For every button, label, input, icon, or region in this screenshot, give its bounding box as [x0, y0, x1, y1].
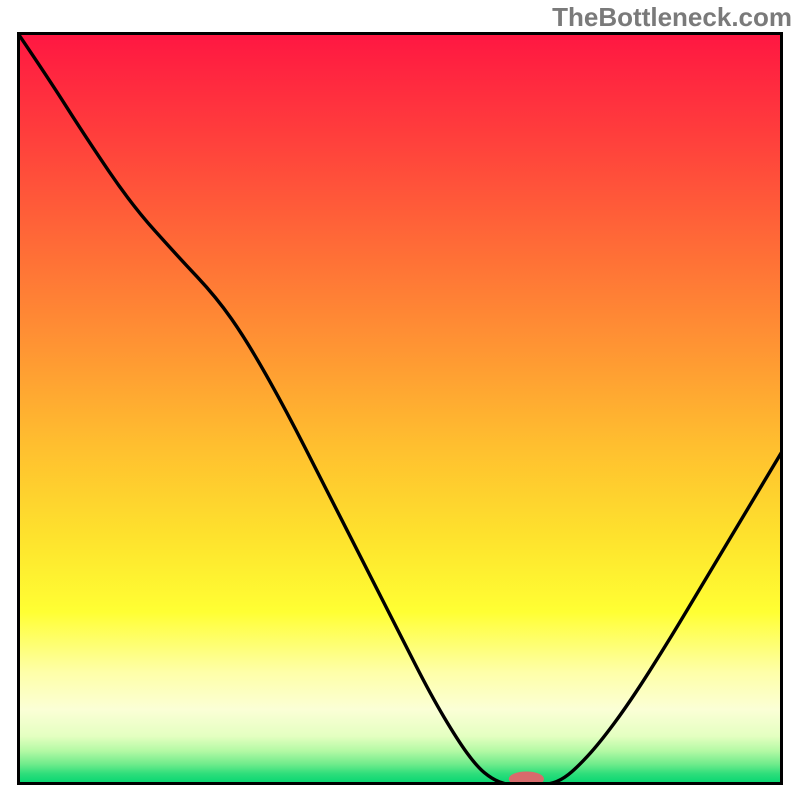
chart-frame: TheBottleneck.com — [0, 0, 800, 800]
plot-background — [17, 32, 783, 785]
plot-svg — [17, 32, 783, 785]
plot-area — [17, 32, 783, 785]
watermark-label: TheBottleneck.com — [552, 2, 792, 33]
